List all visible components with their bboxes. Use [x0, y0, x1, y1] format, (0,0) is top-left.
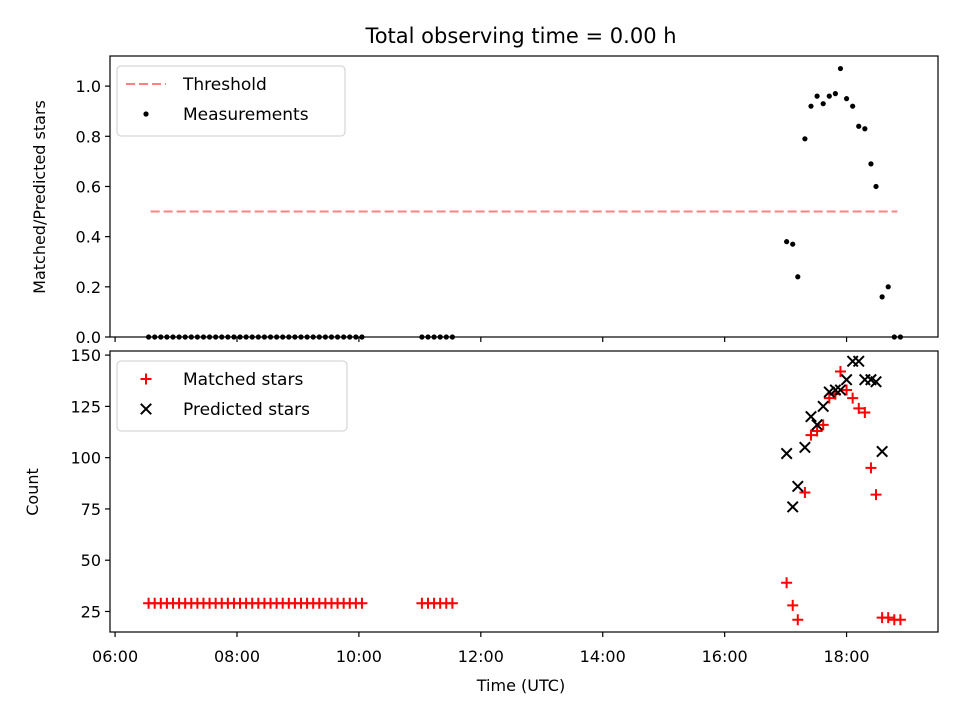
bottom-y-tick-label: 125 — [70, 397, 101, 416]
x-tick-label: 10:00 — [336, 647, 382, 666]
bottom-legend-label: Matched stars — [183, 370, 303, 390]
legend-x-swatch — [140, 403, 152, 415]
top-point — [843, 96, 850, 102]
top-y-tick-label: 0.0 — [76, 328, 101, 347]
bottom-point — [799, 487, 811, 499]
bottom-legend: Matched stars Predicted stars — [116, 360, 348, 432]
bottom-y-tick-label: 75 — [81, 500, 101, 519]
bottom-y-tick-label: 25 — [81, 602, 101, 621]
top-point — [790, 241, 796, 247]
x-tick-label: 06:00 — [92, 647, 138, 666]
bottom-legend-label: Predicted stars — [183, 400, 310, 420]
bottom-point — [446, 597, 458, 609]
bottom-point — [847, 392, 859, 404]
bottom-legend-box — [116, 360, 348, 432]
bottom-point — [852, 355, 865, 368]
bottom-point — [840, 373, 853, 386]
top-point — [862, 126, 868, 132]
x-tick-label: 16:00 — [702, 647, 748, 666]
bottom-series-x — [780, 355, 889, 513]
top-point — [814, 93, 820, 99]
chart-title: Total observing time = 0.00 h — [364, 24, 676, 48]
top-y-axis-label: Matched/Predicted stars — [30, 100, 49, 294]
bottom-point — [859, 407, 871, 419]
top-point — [802, 136, 808, 142]
bottom-point — [791, 480, 804, 493]
bottom-plot-frame — [109, 350, 939, 633]
x-tick-label: 08:00 — [214, 647, 260, 666]
bottom-point — [811, 418, 824, 431]
bottom-point — [817, 400, 830, 413]
top-point — [837, 65, 844, 72]
bottom-point — [356, 597, 368, 609]
bottom-point — [876, 445, 889, 458]
x-axis-label: Time (UTC) — [476, 676, 565, 695]
bottom-point — [853, 402, 865, 414]
bottom-point — [870, 375, 882, 388]
top-y-tick-label: 0.6 — [76, 177, 101, 196]
legend-plus-swatch — [140, 373, 152, 385]
top-point — [850, 103, 856, 109]
top-plot-frame — [109, 55, 939, 338]
bottom-point — [829, 384, 842, 396]
top-y-tick-label: 1.0 — [76, 77, 101, 96]
top-point — [826, 93, 832, 99]
bottom-point — [811, 425, 823, 437]
bottom-series-plus — [143, 366, 906, 626]
bottom-y-tick-label: 150 — [70, 346, 101, 365]
top-legend-label: Threshold — [182, 75, 267, 95]
top-point — [795, 274, 801, 280]
top-point — [868, 161, 874, 167]
top-y-tick-label: 0.8 — [76, 127, 101, 146]
top-legend-box — [116, 65, 346, 137]
top-point — [873, 183, 879, 190]
top-y-tick-label: 0.2 — [76, 278, 101, 297]
top-point — [820, 101, 826, 107]
bottom-point — [817, 419, 829, 431]
bottom-point — [865, 462, 877, 474]
top-legend: Threshold Measurements — [116, 65, 346, 137]
bottom-point — [787, 599, 799, 611]
top-y-tick-label: 0.4 — [76, 228, 101, 247]
bottom-point — [792, 614, 804, 626]
top-panel: 0.0 0.2 0.4 0.6 0.8 1.0 Threshold Measurements — [76, 55, 939, 347]
top-point — [832, 91, 838, 97]
bottom-point — [834, 366, 846, 378]
bottom-y-tick-label: 50 — [81, 551, 101, 570]
bottom-y-axis-label: Count — [23, 468, 42, 516]
top-point — [808, 103, 814, 109]
bottom-point — [805, 410, 817, 423]
bottom-point — [786, 500, 799, 513]
bottom-point — [780, 447, 793, 460]
top-point — [784, 239, 790, 245]
bottom-point — [834, 384, 847, 396]
bottom-panel: 25 50 75 100 125 150 06:00 08:00 10:00 12:00 14:00… — [70, 346, 939, 666]
bottom-point — [823, 392, 835, 404]
x-tick-label: 18:00 — [824, 647, 870, 666]
legend-dot-swatch — [143, 111, 149, 117]
bottom-point — [799, 441, 811, 454]
bottom-y-tick-label: 100 — [70, 449, 101, 468]
x-tick-label: 14:00 — [580, 647, 626, 666]
bottom-point — [781, 577, 793, 589]
bottom-point — [841, 384, 853, 396]
bottom-point — [870, 489, 882, 501]
bottom-point — [805, 429, 817, 441]
bottom-point — [894, 614, 906, 626]
x-tick-label: 12:00 — [458, 647, 504, 666]
top-point — [856, 123, 862, 129]
top-legend-label: Measurements — [183, 105, 309, 125]
top-point — [879, 294, 885, 300]
top-point — [885, 284, 891, 290]
bottom-point — [882, 612, 894, 624]
